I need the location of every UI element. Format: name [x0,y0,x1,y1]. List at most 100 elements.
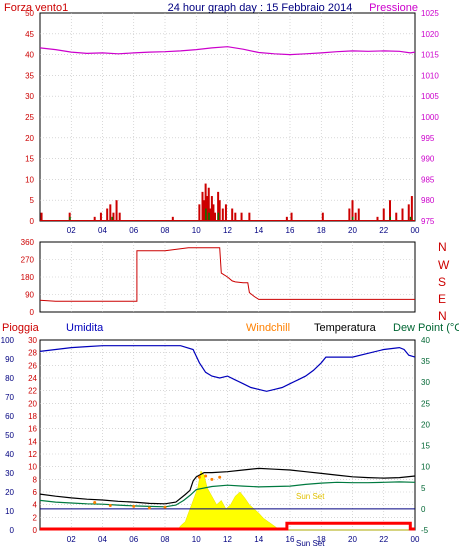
dewpoint-legend: Dew Point (°C [393,322,459,334]
wind-speed-bar [234,212,237,221]
wind-direction-panel: N W S E N 0 90 180 270 360 [21,238,450,323]
wind-tick-label: 25 [25,113,34,122]
wind-speed-bar [401,208,404,221]
pressure-tick-label: 1005 [421,92,439,101]
wind-pressure-panel: 0510152025303540455097598098599099510001… [25,9,439,235]
rain-tick-label: 12 [28,450,37,459]
humidity-tick-label: 0 [10,526,15,535]
wind-gust-bar [69,216,71,221]
wind-speed-bar [171,216,174,221]
hour-tick-label: 12 [223,226,232,235]
pressure-tick-label: 985 [421,175,435,184]
wind-speed-bar [389,200,391,221]
rain-axis-title: Pioggia [2,322,40,334]
wind-speed-bar [410,196,413,221]
humidity-axis-title: Umidita [66,322,104,334]
wind-speed-bar [112,212,115,221]
wind-speed-bar [285,216,288,221]
pressure-tick-label: 1000 [421,113,439,122]
rain-tick-label: 22 [28,387,37,396]
temperature-tick-label: 10 [421,463,430,472]
wind-speed-bar [201,191,204,221]
direction-tick-label: 90 [25,291,34,300]
wind-tick-label: 30 [25,92,34,101]
wind-speed-bar [99,212,102,221]
hour-tick-label: 02 [67,535,76,544]
wind-speed-bar [115,200,118,221]
wind-speed-bar [351,200,354,221]
wind-axis-title: Forza vento1 [4,2,68,14]
wind-speed-bar [376,216,379,221]
pressure-axis-title: Pressione [369,2,418,14]
wind-speed-bar [218,200,221,221]
pressure-tick-label: 990 [421,155,435,164]
hour-tick-label: 06 [129,535,138,544]
wind-speed-bar [382,208,385,221]
wind-speed-bar [212,204,215,221]
wind-tick-label: 45 [25,30,34,39]
pressure-line [39,46,416,56]
rain-tick-label: 2 [33,513,38,522]
temperature-tick-label: 15 [421,442,430,451]
wind-speed-bar [209,208,212,221]
dewpoint-line [39,481,416,508]
humidity-tick-label: 80 [5,374,14,383]
wind-gust-bar [389,216,391,221]
hour-tick-label: 04 [98,226,107,235]
temperature-tick-label: 0 [421,505,426,514]
windchill-point [108,504,112,508]
wind-direction-line [39,247,415,302]
hour-tick-label: 16 [286,226,295,235]
hour-tick-label: 10 [192,535,201,544]
pressure-tick-label: 1015 [421,51,439,60]
wind-speed-bar [210,196,213,221]
direction-label-s: S [438,275,446,289]
chart-title: 24 hour graph day : 15 Febbraio 2014 [168,2,353,14]
pressure-tick-label: 975 [421,217,435,226]
hour-tick-label: 22 [379,535,388,544]
windchill-point [163,505,167,509]
wind-speed-bar [118,212,121,221]
hour-tick-label: 16 [286,535,295,544]
wind-tick-label: 50 [25,9,34,18]
wind-speed-bar [357,208,360,221]
direction-tick-label: 360 [21,238,35,247]
temperature-tick-label: 25 [421,399,430,408]
humidity-tick-label: 100 [1,336,15,345]
windchill-point [93,501,97,505]
pressure-tick-label: 1020 [421,30,439,39]
wind-speed-bar [248,212,251,221]
direction-label-w: W [438,258,450,272]
wind-tick-label: 35 [25,71,34,80]
hour-tick-label: 22 [379,226,388,235]
rain-tick-label: 10 [28,463,37,472]
rain-tick-label: 20 [28,399,37,408]
wind-speed-bar [231,208,234,221]
rain-tick-label: 30 [28,336,37,345]
hour-tick-label: 04 [98,535,107,544]
wind-gust-bar [205,208,207,221]
humidity-tick-label: 70 [5,393,14,402]
humidity-tick-label: 20 [5,488,14,497]
temperature-humidity-panel: 0102030405060708090100024681012141618202… [1,336,431,544]
windchill-point [147,506,151,510]
wind-gust-bar [208,212,210,221]
panel-3-frame [39,339,416,531]
direction-label-n-top: N [438,240,447,254]
rain-tick-label: 14 [28,437,37,446]
wind-gust-bar [409,216,412,221]
wind-speed-bar [207,187,210,221]
wind-speed-bar [221,208,224,221]
hour-tick-label: 12 [223,535,232,544]
humidity-tick-label: 10 [5,507,14,516]
hour-tick-label: 20 [348,535,357,544]
temperature-tick-label: 20 [421,420,430,429]
wind-speed-bar [109,204,112,221]
wind-gust-bar [352,216,354,221]
rain-line [40,521,415,531]
windchill-point [204,474,208,478]
rain-tick-label: 16 [28,425,37,434]
wind-speed-bar [217,191,220,221]
direction-tick-label: 0 [30,308,35,317]
wind-speed-bar [40,212,43,221]
